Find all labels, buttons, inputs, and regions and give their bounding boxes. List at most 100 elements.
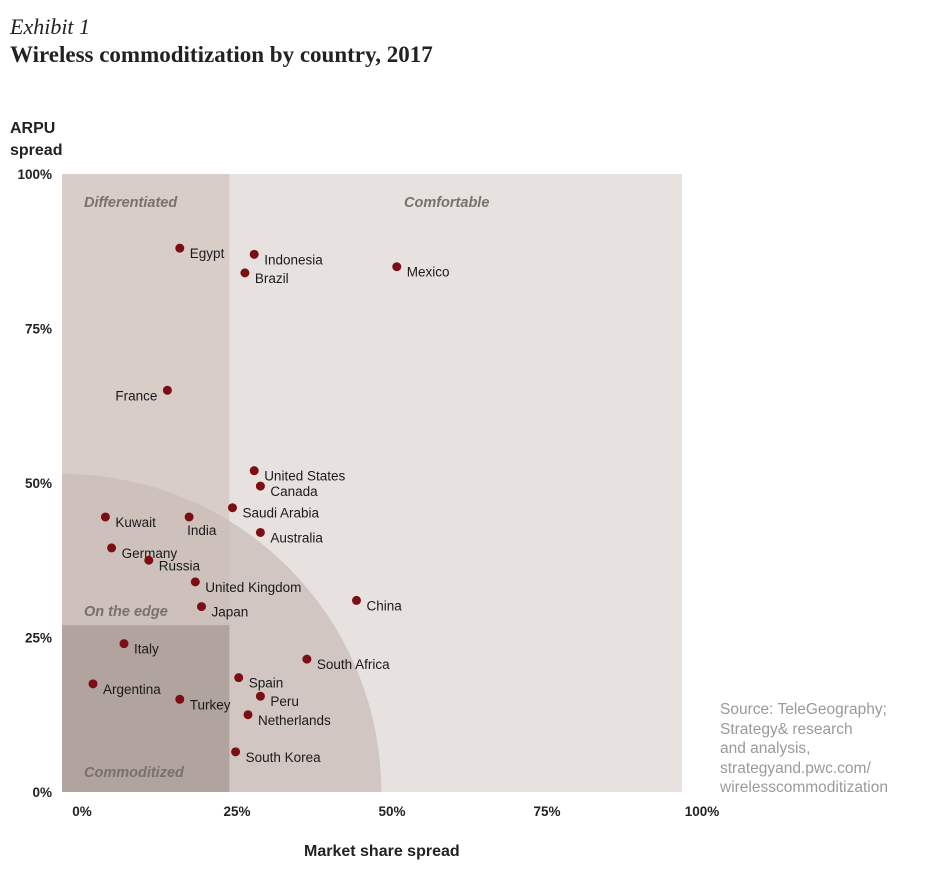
point-marker bbox=[234, 673, 244, 683]
point-marker bbox=[119, 639, 129, 649]
point-label: China bbox=[367, 598, 403, 613]
point-marker bbox=[144, 555, 154, 565]
data-point: China bbox=[352, 595, 403, 613]
quadrant-backgrounds bbox=[62, 174, 682, 792]
point-marker bbox=[100, 512, 110, 522]
point-label: South Africa bbox=[317, 657, 390, 672]
point-marker bbox=[302, 654, 312, 664]
data-point: Indonesia bbox=[249, 249, 323, 267]
point-marker bbox=[352, 595, 361, 605]
point-label: Brazil bbox=[255, 271, 289, 286]
point-label: Argentina bbox=[103, 682, 161, 697]
point-marker bbox=[162, 385, 172, 395]
y-tick-label: 100% bbox=[17, 167, 52, 182]
chart-title: Wireless commoditization by country, 201… bbox=[10, 42, 433, 67]
point-marker bbox=[249, 466, 259, 476]
point-marker bbox=[231, 747, 241, 757]
point-marker bbox=[392, 262, 402, 272]
point-label: United Kingdom bbox=[205, 580, 301, 595]
data-point: Australia bbox=[255, 527, 323, 545]
point-label: Mexico bbox=[407, 265, 450, 280]
point-label: Italy bbox=[134, 642, 159, 657]
data-point: United Kingdom bbox=[190, 577, 301, 595]
x-tick-label: 100% bbox=[685, 804, 720, 819]
source-line: strategyand.pwc.com/ bbox=[720, 759, 871, 777]
data-point: South Africa bbox=[302, 654, 390, 672]
y-tick-label: 50% bbox=[25, 476, 52, 491]
point-marker bbox=[255, 481, 265, 491]
point-label: Australia bbox=[270, 530, 323, 545]
point-marker bbox=[255, 691, 265, 701]
region-label: On the edge bbox=[84, 604, 168, 620]
region-label: Comfortable bbox=[404, 195, 489, 211]
data-point: Canada bbox=[255, 481, 318, 499]
y-axis-label: ARPU spread bbox=[10, 118, 62, 162]
point-label: Egypt bbox=[190, 246, 225, 261]
point-label: Germany bbox=[122, 546, 178, 561]
x-tick-label: 50% bbox=[378, 804, 405, 819]
point-label: Indonesia bbox=[264, 252, 323, 267]
point-label: France bbox=[115, 388, 157, 403]
source-line: wirelesscommoditization bbox=[720, 779, 888, 796]
point-marker bbox=[107, 543, 117, 553]
data-point: France bbox=[115, 385, 172, 403]
point-marker bbox=[243, 710, 253, 720]
data-point: Egypt bbox=[175, 243, 225, 261]
exhibit-label: Exhibit 1 bbox=[10, 14, 91, 39]
source-line: Strategy& research bbox=[720, 720, 853, 738]
data-point: Peru bbox=[255, 691, 299, 709]
data-point: Kuwait bbox=[100, 512, 156, 530]
data-point: Spain bbox=[234, 673, 283, 691]
data-point: Turkey bbox=[175, 694, 231, 712]
y-tick-label: 0% bbox=[32, 785, 52, 800]
point-label: Spain bbox=[249, 676, 284, 691]
point-label: India bbox=[187, 523, 217, 538]
point-marker bbox=[190, 577, 200, 587]
data-point: Brazil bbox=[240, 268, 289, 286]
region-label: Differentiated bbox=[84, 195, 178, 211]
point-label: South Korea bbox=[246, 750, 322, 765]
point-marker bbox=[255, 527, 265, 537]
commoditized-region bbox=[62, 625, 230, 792]
source-line: Source: TeleGeography; bbox=[720, 701, 887, 718]
point-label: Saudi Arabia bbox=[243, 506, 320, 521]
point-label: Kuwait bbox=[115, 515, 156, 530]
data-point: Saudi Arabia bbox=[228, 503, 320, 521]
point-marker bbox=[249, 249, 259, 259]
data-point: South Korea bbox=[231, 747, 321, 765]
x-tick-label: 25% bbox=[223, 804, 250, 819]
data-point: India bbox=[184, 512, 217, 538]
x-tick-label: 75% bbox=[533, 804, 560, 819]
source-line: and analysis, bbox=[720, 740, 811, 757]
x-axis-label: Market share spread bbox=[304, 843, 460, 860]
y-tick-label: 25% bbox=[25, 631, 52, 646]
data-point: Argentina bbox=[88, 679, 161, 697]
region-label: Commoditized bbox=[84, 765, 185, 781]
point-label: Canada bbox=[270, 484, 318, 499]
y-tick-label: 75% bbox=[25, 322, 52, 337]
region-labels: Differentiated Comfortable On the edge Comm… bbox=[84, 195, 489, 781]
point-marker bbox=[228, 503, 237, 513]
point-marker bbox=[88, 679, 98, 689]
point-label: Netherlands bbox=[258, 713, 331, 728]
y-axis-label-line: spread bbox=[10, 142, 63, 159]
point-marker bbox=[184, 512, 194, 522]
data-point: Mexico bbox=[392, 262, 450, 280]
data-point: Netherlands bbox=[243, 710, 331, 728]
point-label: Japan bbox=[212, 605, 249, 620]
y-axis-label-line: ARPU bbox=[10, 120, 56, 137]
point-marker bbox=[175, 694, 185, 704]
axis-ticks: 0% 25% 50% 75% 100% 0% 25% 50% 75% 100% bbox=[17, 167, 719, 819]
data-point: Japan bbox=[197, 602, 248, 620]
source-note: Source: TeleGeography; Strategy& researc… bbox=[720, 700, 920, 798]
point-marker bbox=[197, 602, 206, 612]
x-tick-label: 0% bbox=[72, 804, 92, 819]
point-label: United States bbox=[264, 469, 345, 484]
data-point: Italy bbox=[119, 639, 159, 657]
point-marker bbox=[175, 243, 185, 253]
point-label: Russia bbox=[159, 558, 201, 573]
data-point: Germany bbox=[107, 543, 177, 561]
data-points: Egypt Indonesia Brazil Mexico France United S… bbox=[88, 243, 450, 765]
point-label: Peru bbox=[270, 694, 299, 709]
